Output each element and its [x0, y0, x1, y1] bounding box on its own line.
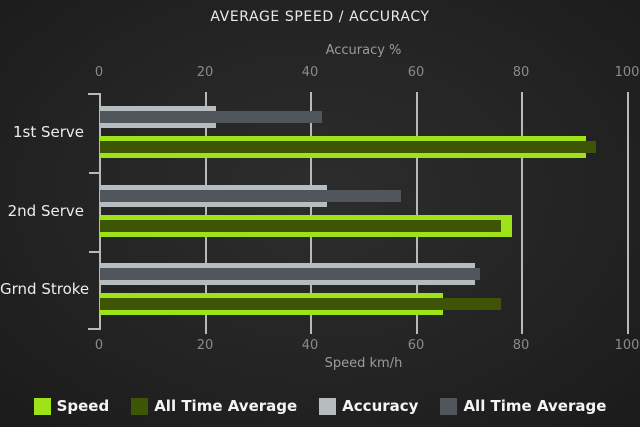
- legend-item-accuracy: Accuracy: [319, 397, 418, 415]
- legend-swatch-speed: [33, 397, 51, 415]
- legend-label: Accuracy: [342, 397, 419, 415]
- bar-speed-all-time-average: [100, 219, 501, 232]
- category-label: 1st Serve: [12, 123, 84, 141]
- bottom-tick-label: 40: [301, 338, 319, 353]
- top-tick-label: 0: [94, 65, 104, 80]
- category-separator-tick: [89, 172, 99, 174]
- legend-label: Speed: [56, 397, 110, 415]
- top-tick-label: 60: [407, 65, 425, 80]
- legend-swatch-accuracy-all-time-average: [440, 397, 458, 415]
- legend-item-accuracy-all-time-average: All Time Average: [440, 397, 606, 415]
- top-axis-label: Accuracy %: [325, 43, 402, 58]
- category-label: 2nd Serve: [7, 201, 84, 220]
- bar-accuracy-all-time-average: [100, 189, 401, 202]
- legend-label: All Time Average: [463, 397, 607, 415]
- bottom-tick-label: 20: [196, 338, 214, 353]
- legend: Speed All Time Average Accuracy All Time…: [0, 397, 640, 415]
- top-tick-label: 80: [512, 65, 530, 80]
- legend-label: All Time Average: [154, 397, 298, 415]
- bottom-tick-label: 60: [407, 338, 425, 353]
- category-label: Grnd Stroke: [0, 280, 90, 298]
- legend-item-speed: Speed: [33, 397, 110, 415]
- gridline: [205, 92, 207, 334]
- gridline: [310, 92, 312, 334]
- axis-cap: [88, 328, 99, 330]
- legend-item-speed-all-time-average: All Time Average: [131, 397, 297, 415]
- gridline: [627, 92, 629, 334]
- bar-accuracy-all-time-average: [100, 268, 480, 280]
- axis-cap: [88, 93, 99, 95]
- gridline: [521, 92, 523, 334]
- chart-title: AVERAGE SPEED / ACCURACY: [210, 9, 430, 25]
- gridline: [416, 92, 418, 334]
- top-tick-label: 40: [301, 65, 319, 80]
- bottom-tick-label: 80: [512, 338, 530, 353]
- bar-speed-all-time-average: [100, 298, 501, 310]
- top-tick-label: 20: [196, 65, 214, 80]
- legend-swatch-speed-all-time-average: [131, 397, 149, 415]
- bar-accuracy-all-time-average: [100, 111, 322, 123]
- bottom-axis-label: Speed km/h: [324, 356, 403, 371]
- bar-speed-all-time-average: [100, 141, 596, 153]
- legend-swatch-accuracy: [319, 397, 337, 415]
- y-axis-spine: [99, 93, 101, 330]
- bottom-tick-label: 100: [614, 338, 640, 353]
- category-separator-tick: [89, 251, 99, 253]
- top-tick-label: 100: [614, 65, 640, 80]
- bottom-tick-label: 0: [94, 338, 104, 353]
